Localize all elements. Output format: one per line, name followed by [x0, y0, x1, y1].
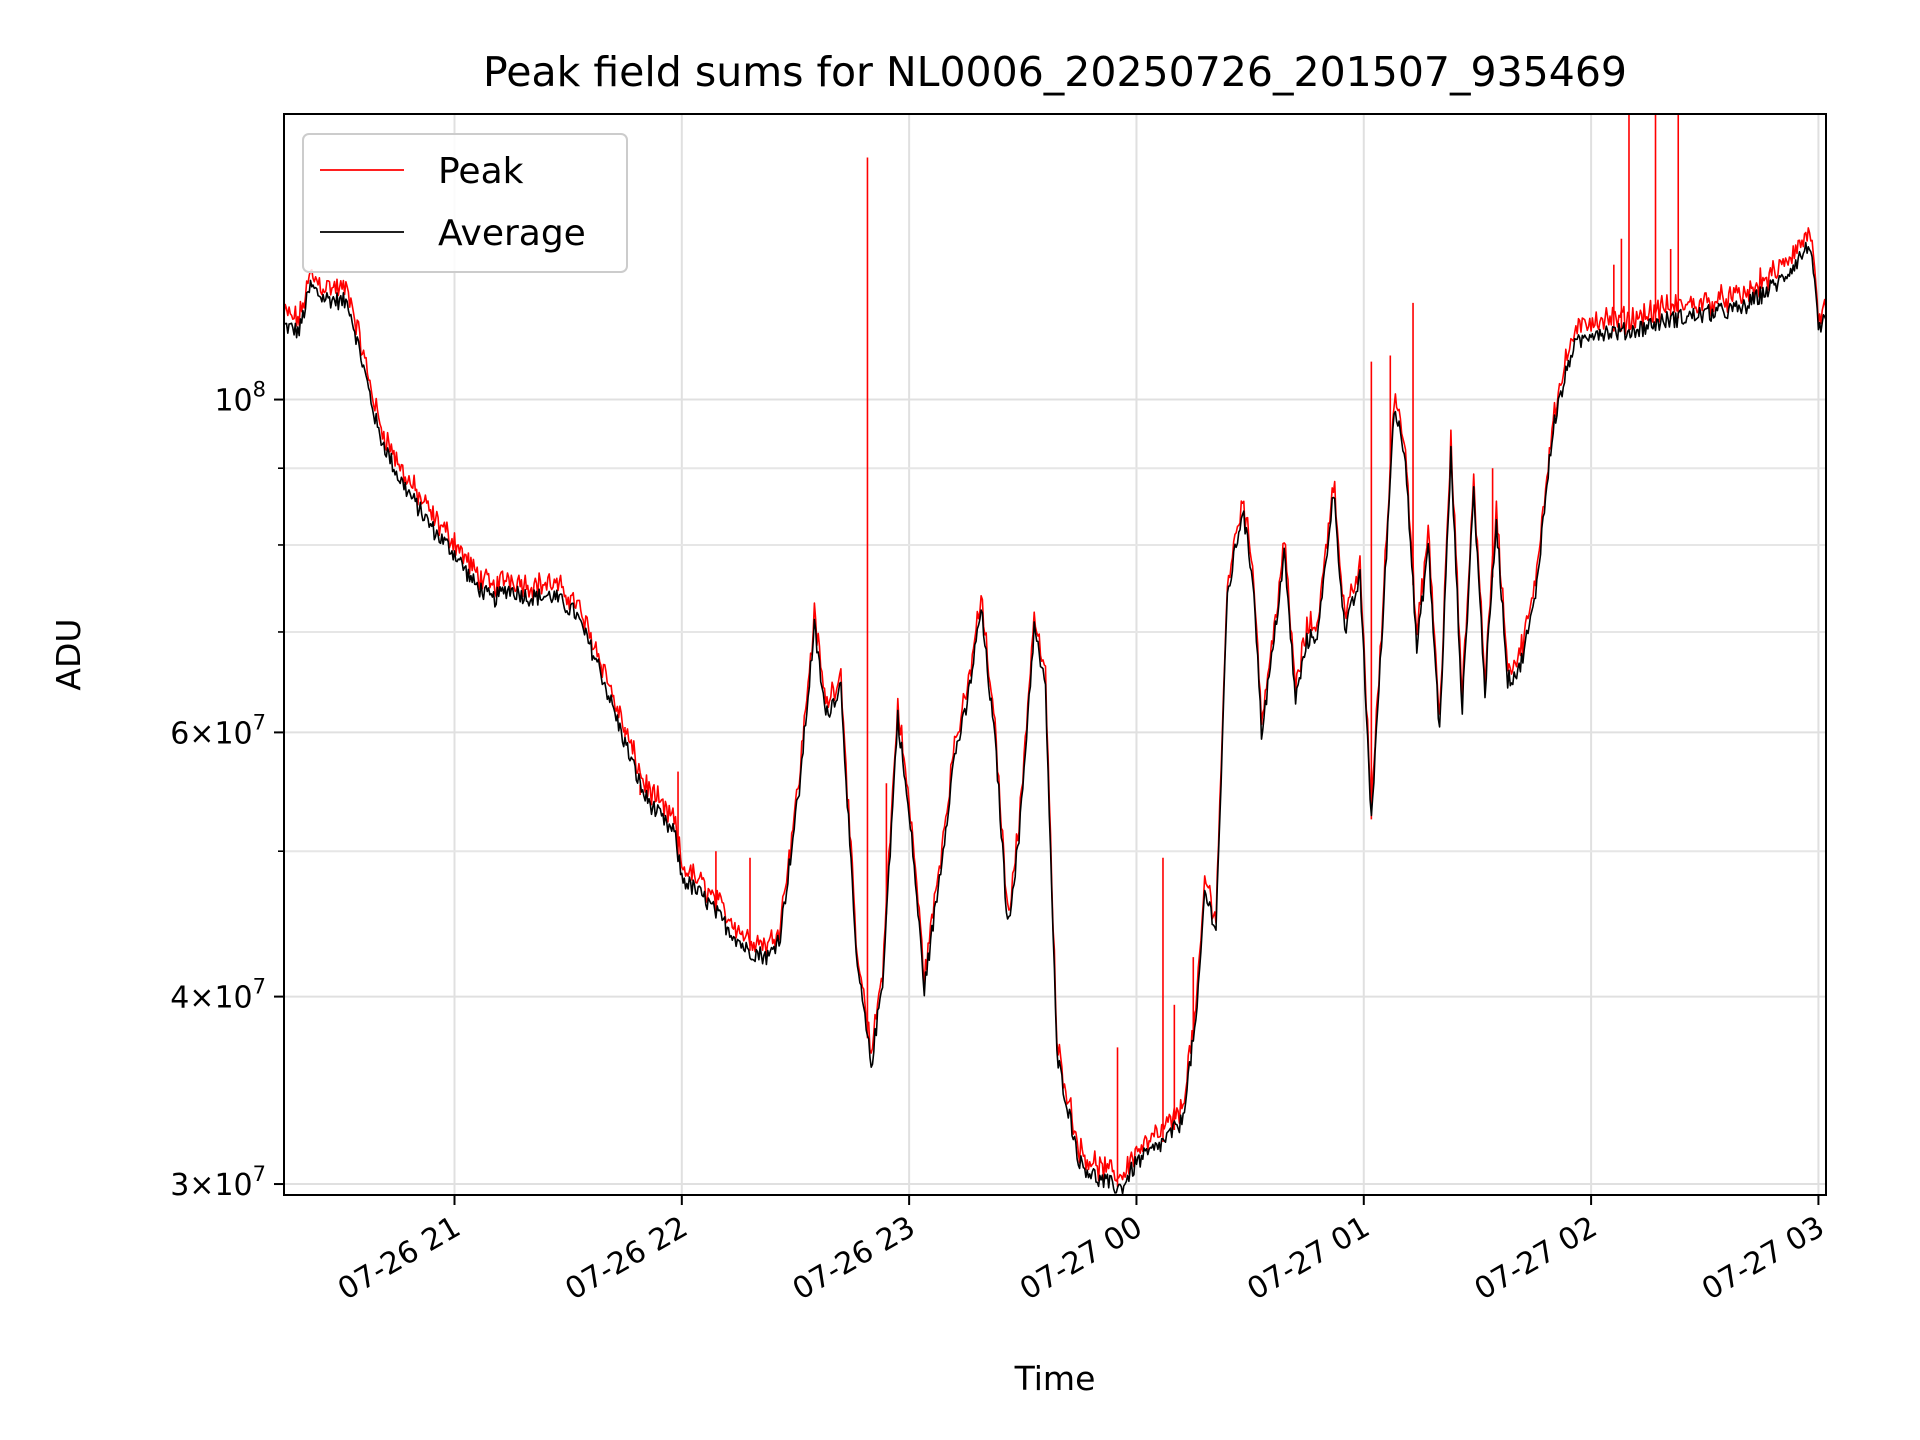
y-tick-label: 108	[214, 378, 266, 419]
legend-box	[302, 133, 628, 273]
y-tick-exponent: 7	[253, 710, 266, 734]
y-tick-exponent: 8	[253, 378, 266, 402]
y-tick-base: 10	[214, 384, 252, 419]
y-tick-label: 3×107	[170, 1162, 266, 1203]
y-axis-title: ADU	[49, 618, 88, 690]
plot-series	[283, 114, 1827, 1195]
y-tick-base: 10	[214, 1168, 252, 1203]
y-tick-mantissa: 6	[170, 716, 189, 751]
plot-frame	[283, 113, 1827, 1196]
y-tick-exponent: 7	[253, 975, 266, 999]
y-tick-label: 4×107	[170, 975, 266, 1016]
y-tick-times: ×	[189, 1168, 214, 1203]
y-tick-times: ×	[189, 716, 214, 751]
x-axis-title: Time	[1014, 1359, 1096, 1398]
series-average-line	[283, 241, 1827, 1195]
y-tick-mantissa: 3	[170, 1168, 189, 1203]
y-tick-times: ×	[189, 981, 214, 1016]
y-tick-base: 10	[214, 716, 252, 751]
legend-label-peak: Peak	[438, 151, 524, 192]
legend-label-average: Average	[438, 213, 586, 254]
y-tick-mantissa: 4	[170, 981, 189, 1016]
legend: Peak Average	[302, 133, 628, 273]
y-tick-base: 10	[214, 981, 252, 1016]
chart-title: Peak field sums for NL0006_20250726_2015…	[483, 48, 1627, 96]
y-tick-exponent: 7	[253, 1162, 266, 1186]
y-tick-label: 6×107	[170, 710, 266, 751]
